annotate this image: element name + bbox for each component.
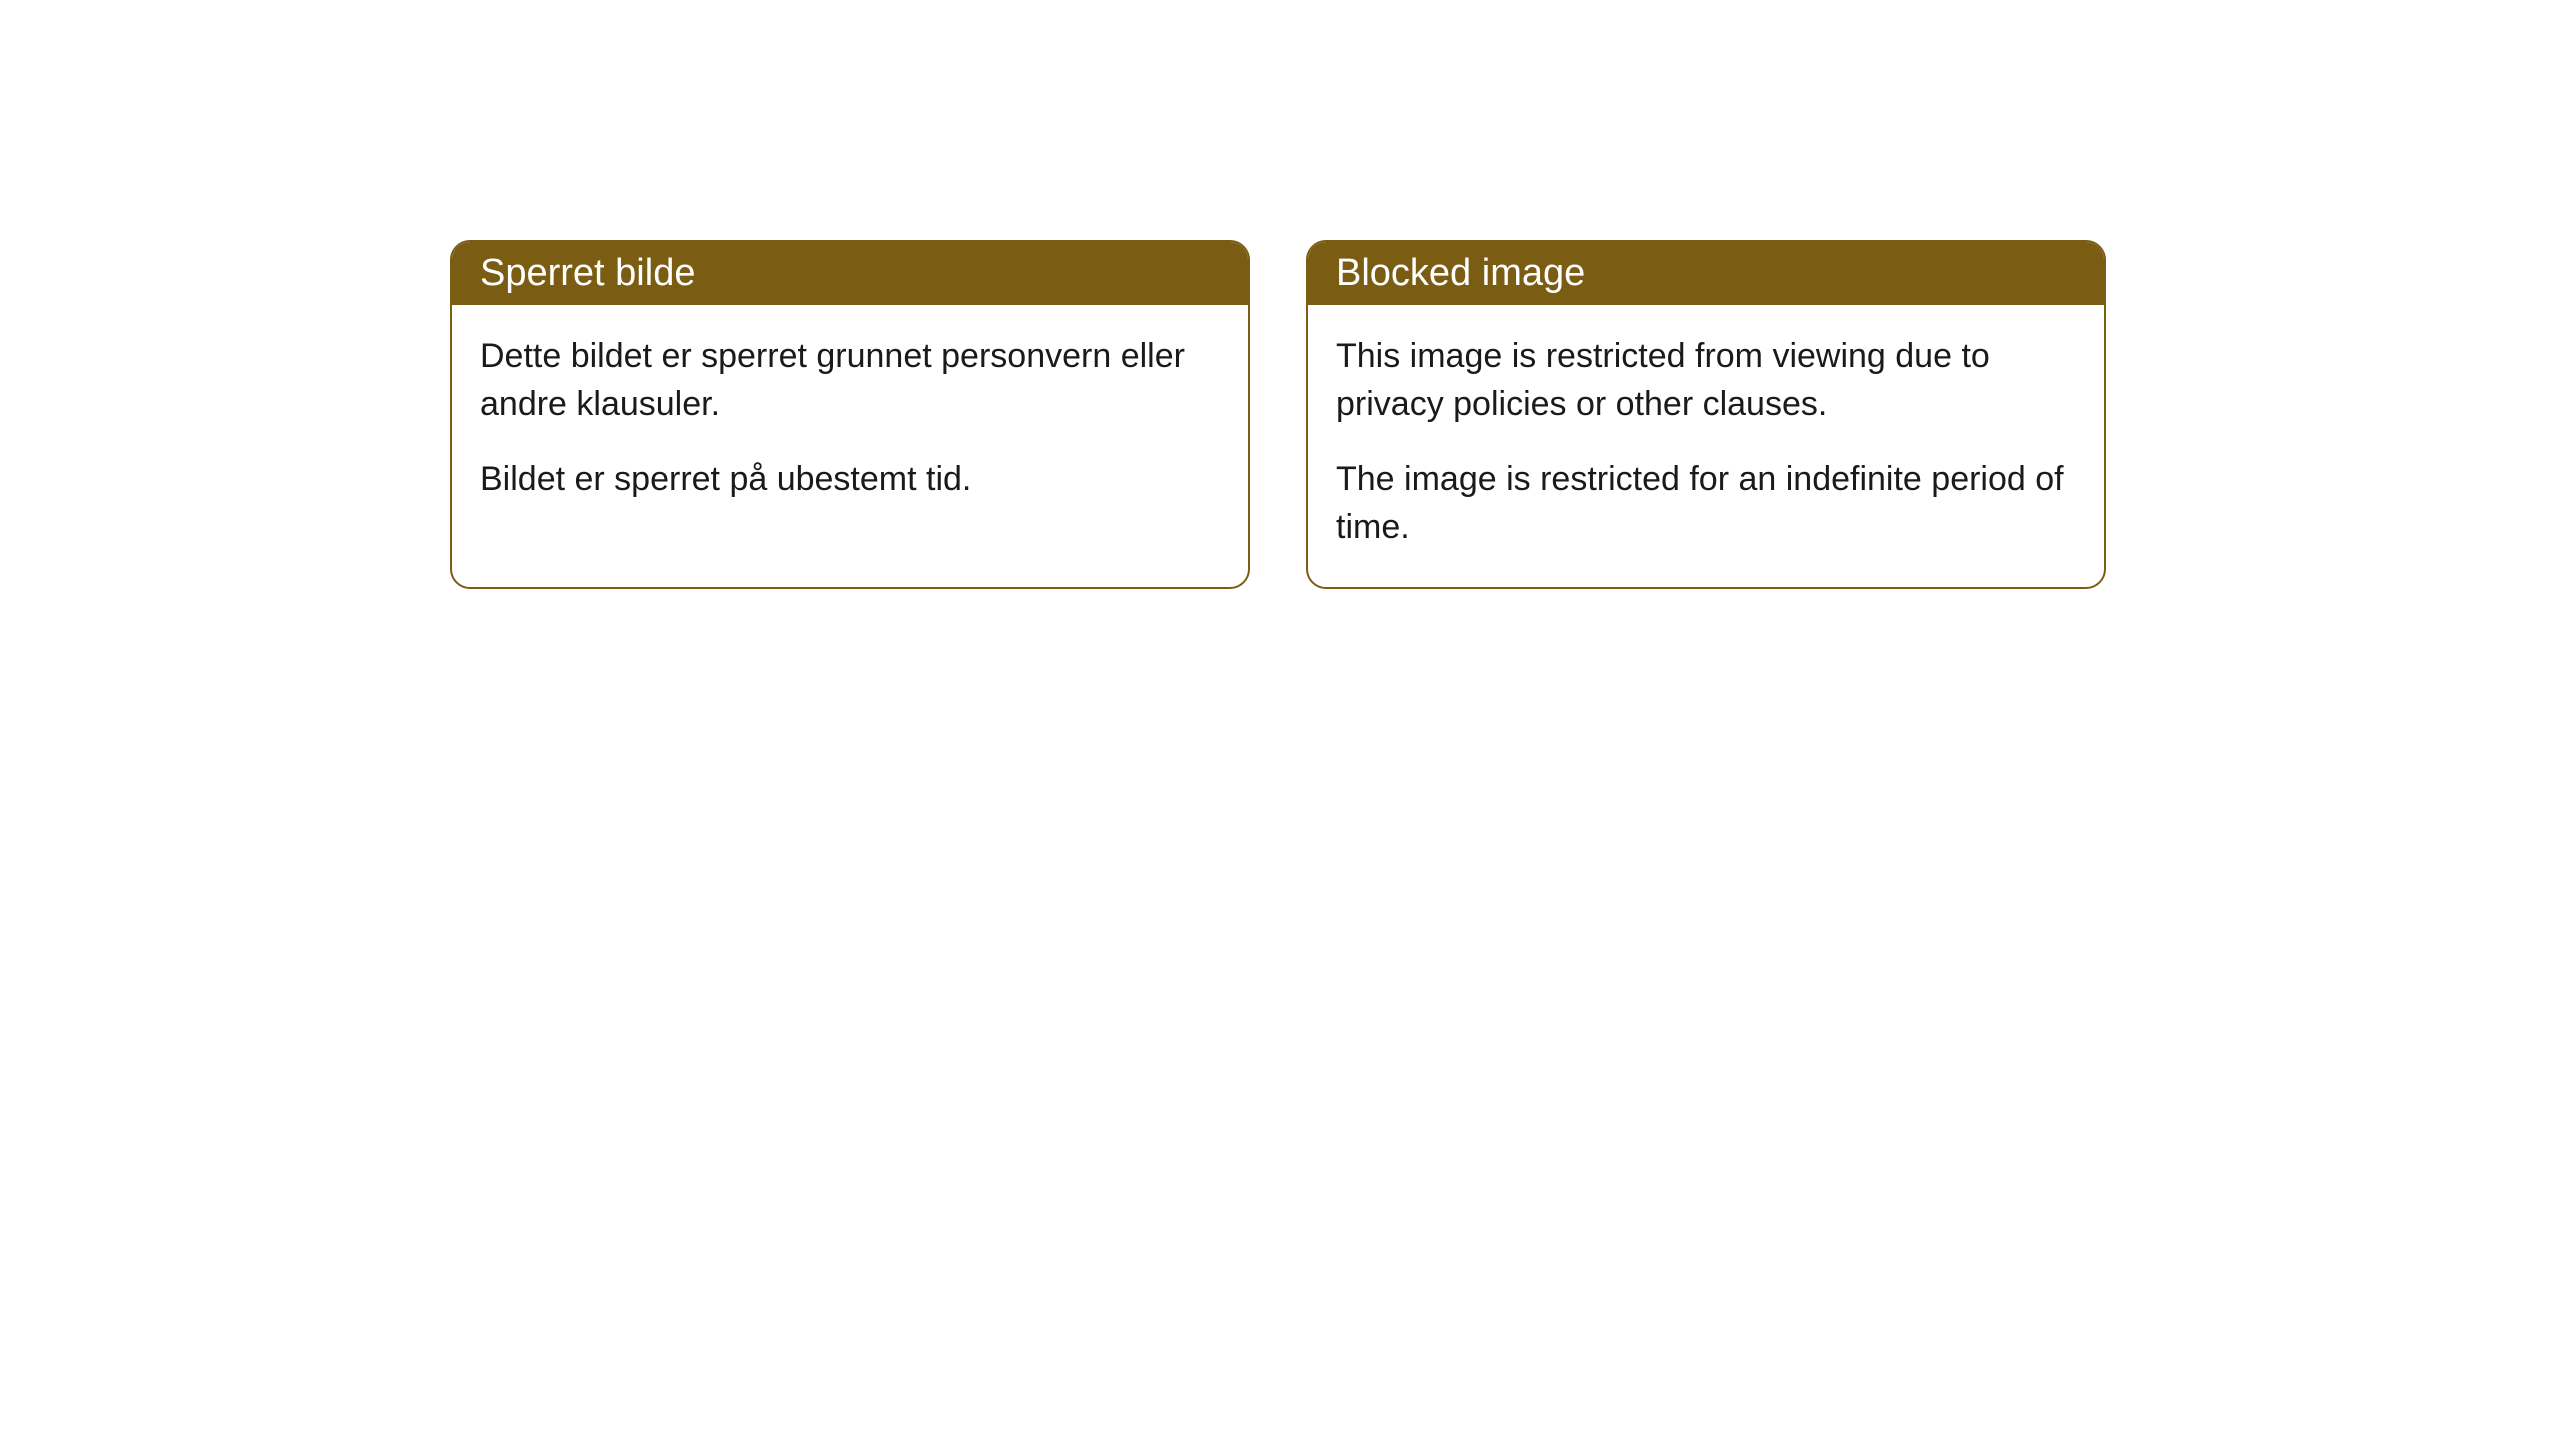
card-paragraph-1: This image is restricted from viewing du… <box>1336 333 2076 428</box>
card-paragraph-2: The image is restricted for an indefinit… <box>1336 456 2076 551</box>
card-norwegian: Sperret bilde Dette bildet er sperret gr… <box>450 240 1250 589</box>
card-title: Blocked image <box>1336 252 1585 294</box>
card-body-english: This image is restricted from viewing du… <box>1308 305 2104 587</box>
cards-container: Sperret bilde Dette bildet er sperret gr… <box>450 240 2106 589</box>
card-english: Blocked image This image is restricted f… <box>1306 240 2106 589</box>
card-paragraph-1: Dette bildet er sperret grunnet personve… <box>480 333 1220 428</box>
card-body-norwegian: Dette bildet er sperret grunnet personve… <box>452 305 1248 540</box>
card-title: Sperret bilde <box>480 252 695 294</box>
card-header-norwegian: Sperret bilde <box>452 242 1248 305</box>
card-header-english: Blocked image <box>1308 242 2104 305</box>
card-paragraph-2: Bildet er sperret på ubestemt tid. <box>480 456 1220 504</box>
